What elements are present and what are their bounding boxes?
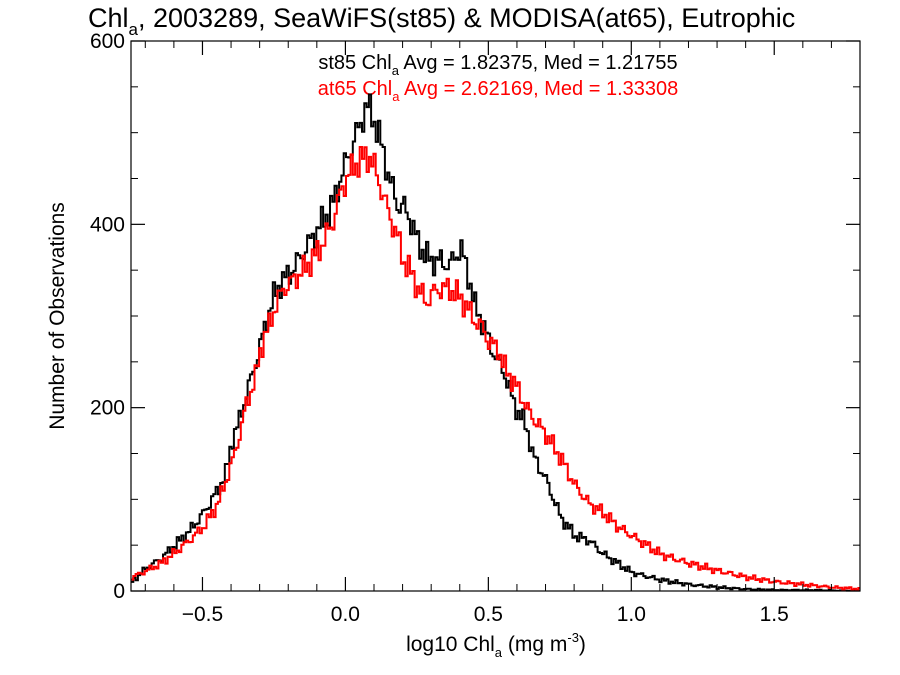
y-axis-ticks: 0 200 400 600 <box>90 30 860 603</box>
stats-annotation-2: at65 Chla Avg = 2.62169, Med = 1.33308 <box>318 78 678 104</box>
y-axis-label: Number of Observations <box>46 202 69 430</box>
y-tick-label: 400 <box>90 213 125 236</box>
plot-frame <box>130 40 861 592</box>
annotation-group: st85 Chla Avg = 1.82375, Med = 1.21755at… <box>318 52 678 104</box>
y-tick-label: 0 <box>113 580 125 603</box>
x-axis-label: log10 Chla (mg m-3) <box>406 630 586 660</box>
x-axis-ticks: −0.5 0.0 0.5 1.0 1.5 <box>144 41 832 626</box>
x-tick-label: −0.5 <box>182 603 223 626</box>
x-tick-label: 0.5 <box>474 603 503 626</box>
y-tick-label: 600 <box>90 30 125 53</box>
histogram-series-2 <box>131 146 860 591</box>
chart-title: Chla, 2003289, SeaWiFS(st85) & MODISA(at… <box>88 3 795 39</box>
histogram-series-1 <box>131 93 860 591</box>
x-tick-label: 1.5 <box>760 603 789 626</box>
y-tick-label: 200 <box>90 397 125 420</box>
x-tick-label: 1.0 <box>617 603 646 626</box>
stats-annotation-1: st85 Chla Avg = 1.82375, Med = 1.21755 <box>318 52 677 78</box>
x-tick-label: 0.0 <box>331 603 360 626</box>
